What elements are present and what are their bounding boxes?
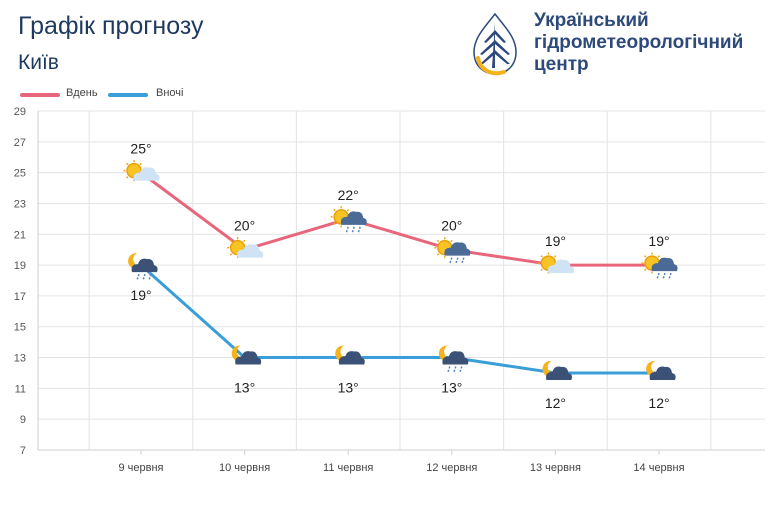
y-tick-label: 11 xyxy=(15,383,26,395)
sun-rain-icon xyxy=(641,252,678,280)
legend-swatch-night xyxy=(108,93,148,97)
y-tick-label: 17 xyxy=(14,291,26,303)
sun-cloud-icon xyxy=(227,237,264,259)
y-tick-label: 27 xyxy=(14,137,26,149)
y-tick-label: 19 xyxy=(14,260,26,272)
moon-cloud-icon xyxy=(231,345,262,365)
ugmc-logo-icon xyxy=(473,12,517,76)
sun-cloud-icon xyxy=(537,252,574,274)
night-temperature-label: 12° xyxy=(648,395,669,411)
y-tick-label: 23 xyxy=(14,198,26,210)
y-tick-label: 13 xyxy=(14,353,26,365)
x-tick-label: 11 червня xyxy=(323,462,373,474)
organization-name: Український гідрометеорологічний центр xyxy=(534,10,743,76)
x-tick-label: 9 червня xyxy=(118,462,163,474)
org-line: гідрометеорологічний xyxy=(534,32,744,53)
y-tick-label: 7 xyxy=(20,445,26,457)
y-tick-label: 21 xyxy=(14,229,26,241)
y-tick-label: 15 xyxy=(14,322,26,334)
org-line: Український xyxy=(534,10,649,31)
night-temperature-label: 13° xyxy=(234,380,255,396)
moon-rain-icon xyxy=(438,345,469,373)
day-temperature-label: 20° xyxy=(441,218,462,234)
page-title: Графік прогнозу xyxy=(18,12,204,40)
night-temperature-label: 19° xyxy=(130,287,151,303)
sun-cloud-icon xyxy=(123,160,160,182)
sun-rain-icon xyxy=(330,206,367,234)
night-temperature-label: 13° xyxy=(338,380,359,396)
night-temperature-label: 12° xyxy=(545,395,566,411)
moon-cloud-icon xyxy=(335,345,365,365)
y-tick-label: 9 xyxy=(20,414,26,426)
x-tick-label: 14 червня xyxy=(633,462,684,474)
night-temperature-label: 13° xyxy=(441,380,462,396)
night-series-line xyxy=(140,263,659,375)
x-tick-label: 12 червня xyxy=(426,462,477,474)
day-temperature-label: 19° xyxy=(545,233,566,249)
x-tick-label: 13 червня xyxy=(530,462,581,474)
legend-swatch-day xyxy=(20,93,60,97)
city-name: Київ xyxy=(18,51,59,74)
day-temperature-label: 19° xyxy=(648,233,669,249)
day-temperature-label: 25° xyxy=(130,141,151,157)
moon-rain-icon xyxy=(128,253,158,281)
moon-cloud-icon xyxy=(542,360,572,380)
x-tick-label: 10 червня xyxy=(219,462,270,474)
moon-cloud-icon xyxy=(646,360,676,380)
day-temperature-label: 22° xyxy=(338,187,359,203)
sun-rain-icon xyxy=(434,237,471,264)
y-tick-label: 25 xyxy=(14,168,26,180)
y-tick-label: 29 xyxy=(14,106,26,118)
legend-label-day: Вдень xyxy=(66,87,98,99)
day-temperature-label: 20° xyxy=(234,218,255,234)
legend-label-night: Вночі xyxy=(156,87,184,99)
org-line: центр xyxy=(534,54,589,75)
day-series-line xyxy=(140,171,659,267)
